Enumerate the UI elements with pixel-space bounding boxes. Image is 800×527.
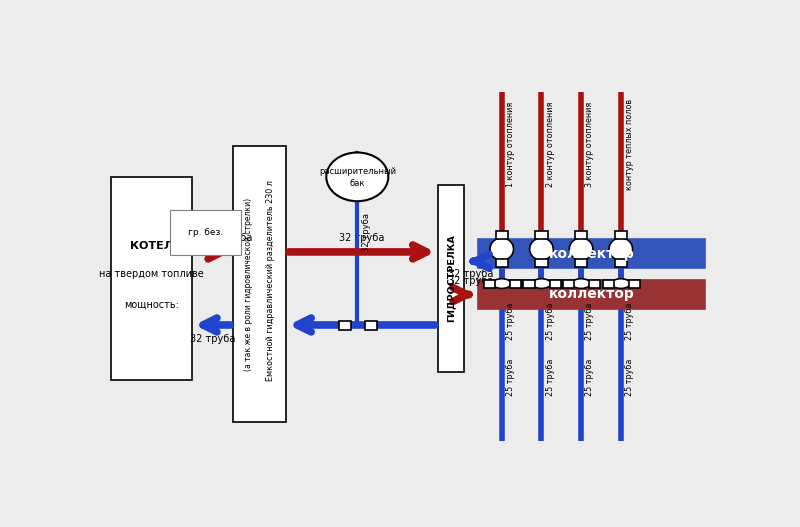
Text: ГИДРОСТРЕЛКА: ГИДРОСТРЕЛКА	[446, 235, 455, 322]
Text: 25 труба: 25 труба	[625, 302, 634, 339]
Ellipse shape	[490, 238, 514, 260]
Ellipse shape	[493, 279, 511, 288]
FancyBboxPatch shape	[614, 259, 627, 267]
FancyBboxPatch shape	[589, 279, 600, 288]
FancyBboxPatch shape	[365, 320, 377, 330]
FancyBboxPatch shape	[338, 320, 351, 330]
Text: 3 контур отопления: 3 контур отопления	[586, 102, 594, 187]
Text: 32 труба: 32 труба	[362, 213, 371, 252]
FancyBboxPatch shape	[478, 279, 705, 309]
FancyBboxPatch shape	[478, 239, 705, 268]
FancyBboxPatch shape	[614, 231, 627, 239]
Text: КОТЕЛ: КОТЕЛ	[130, 241, 173, 251]
Ellipse shape	[572, 279, 590, 288]
FancyBboxPatch shape	[495, 259, 508, 267]
Text: 25 труба: 25 труба	[586, 359, 594, 396]
FancyBboxPatch shape	[523, 279, 534, 288]
Ellipse shape	[609, 238, 633, 260]
FancyBboxPatch shape	[603, 279, 614, 288]
Text: коллектор: коллектор	[549, 287, 634, 301]
Text: 25 труба: 25 труба	[586, 302, 594, 339]
Text: 32 труба: 32 труба	[207, 233, 253, 243]
FancyBboxPatch shape	[438, 185, 464, 372]
FancyBboxPatch shape	[535, 259, 548, 267]
Text: бак: бак	[350, 179, 365, 188]
Text: 25 труба: 25 труба	[546, 359, 554, 396]
Ellipse shape	[532, 279, 550, 288]
Text: 32 труба: 32 труба	[196, 233, 242, 243]
Text: 32 труба: 32 труба	[190, 334, 235, 344]
FancyBboxPatch shape	[550, 279, 561, 288]
Text: контур теплых полов: контур теплых полов	[625, 99, 634, 190]
FancyBboxPatch shape	[510, 279, 521, 288]
Ellipse shape	[611, 279, 630, 288]
FancyBboxPatch shape	[629, 279, 640, 288]
Text: расширительный: расширительный	[318, 168, 396, 177]
Ellipse shape	[326, 152, 388, 201]
Text: гр. без.: гр. без.	[188, 228, 223, 237]
FancyBboxPatch shape	[495, 231, 508, 239]
Ellipse shape	[570, 238, 593, 260]
FancyBboxPatch shape	[575, 259, 587, 267]
Text: (а так же в роли гидровлической стрелки): (а так же в роли гидровлической стрелки)	[244, 198, 253, 371]
Text: 2 контур отопления: 2 контур отопления	[546, 102, 554, 187]
Text: мощность:: мощность:	[124, 300, 179, 310]
Text: 32 труба: 32 труба	[448, 269, 494, 279]
FancyBboxPatch shape	[575, 231, 587, 239]
FancyBboxPatch shape	[111, 177, 192, 380]
Text: на твердом топливе: на твердом топливе	[99, 269, 204, 279]
Text: 25 труба: 25 труба	[625, 359, 634, 396]
Ellipse shape	[530, 238, 554, 260]
FancyBboxPatch shape	[563, 279, 574, 288]
FancyBboxPatch shape	[535, 231, 548, 239]
Text: коллектор: коллектор	[549, 247, 634, 260]
Text: 32 труба: 32 труба	[448, 277, 494, 287]
FancyBboxPatch shape	[484, 279, 495, 288]
Text: 25 труба: 25 труба	[506, 302, 515, 339]
FancyBboxPatch shape	[234, 147, 286, 422]
Text: 25 труба: 25 труба	[506, 359, 515, 396]
Text: 25 труба: 25 труба	[546, 302, 554, 339]
Text: Емкостной гидравлический разделитель 230 л: Емкостной гидравлический разделитель 230…	[266, 180, 275, 381]
Text: 32 труба: 32 труба	[339, 233, 385, 243]
Text: 1 контур отопления: 1 контур отопления	[506, 102, 515, 187]
